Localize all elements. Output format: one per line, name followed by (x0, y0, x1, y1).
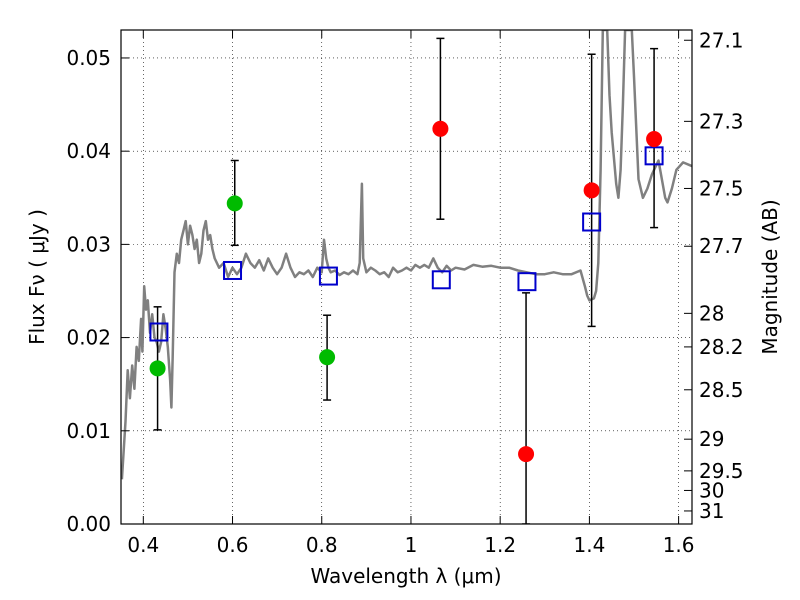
model-spectrum-line (121, 30, 692, 480)
y-axis-title: Flux Fν ( μJy ) (25, 209, 49, 345)
x-tick-label: 0.6 (217, 533, 249, 557)
model-photometry-square (644, 146, 664, 166)
y-tick-label: 0.05 (66, 46, 111, 70)
plot-series (121, 30, 692, 480)
model-photometry-square (517, 272, 537, 292)
y-tick-label: 0.04 (66, 139, 111, 163)
right-tick-label: 28.2 (699, 335, 744, 359)
x-axis-title: Wavelength λ (μm) (310, 564, 501, 588)
model-photometry-square (318, 266, 338, 286)
plot-markers (149, 37, 664, 524)
y-tick-label: 0.01 (66, 419, 111, 443)
observed-flux-point (319, 349, 336, 366)
model-photometry-square (149, 322, 169, 342)
right-tick-label: 28.5 (699, 378, 744, 402)
right-tick-label: 27.1 (699, 28, 744, 52)
y-tick-label: 0.02 (66, 326, 111, 350)
observed-flux-point (518, 446, 535, 463)
grid (121, 30, 692, 525)
right-tick-label: 27.5 (699, 176, 744, 200)
plot-frame (120, 29, 693, 525)
x-tick-label: 1.4 (573, 533, 605, 557)
y-tick-label: 0.00 (66, 512, 111, 536)
observed-flux-point (583, 182, 600, 199)
x-tick-label: 0.4 (127, 533, 159, 557)
right-tick-label: 27.7 (699, 234, 744, 258)
x-tick-label: 1.2 (484, 533, 516, 557)
right-tick-label: 31 (699, 499, 724, 523)
x-tick-label: 0.8 (306, 533, 338, 557)
right-tick-label: 27.3 (699, 109, 744, 133)
right-tick-label: 28 (699, 301, 724, 325)
observed-flux-point (226, 195, 243, 212)
axis-ticks: 0.4 0.6 0.8 1 1.2 1.4 1.6 0.00 0.01 0.02 0.03 0.04 0… (66, 28, 743, 557)
x-tick-label: 1.6 (663, 533, 695, 557)
observed-flux-point (646, 131, 663, 148)
right-tick-label: 30 (699, 478, 724, 502)
model-photometry-square (431, 270, 451, 290)
model-photometry-square (223, 260, 243, 280)
model-photometry-square (582, 212, 602, 232)
y-tick-label: 0.03 (66, 232, 111, 256)
right-axis-title: Magnitude (AB) (758, 199, 782, 354)
observed-flux-point (432, 120, 449, 137)
right-tick-label: 29.5 (699, 459, 744, 483)
right-tick-label: 29 (699, 427, 724, 451)
observed-flux-point (149, 360, 166, 377)
x-tick-label: 1 (405, 533, 418, 557)
